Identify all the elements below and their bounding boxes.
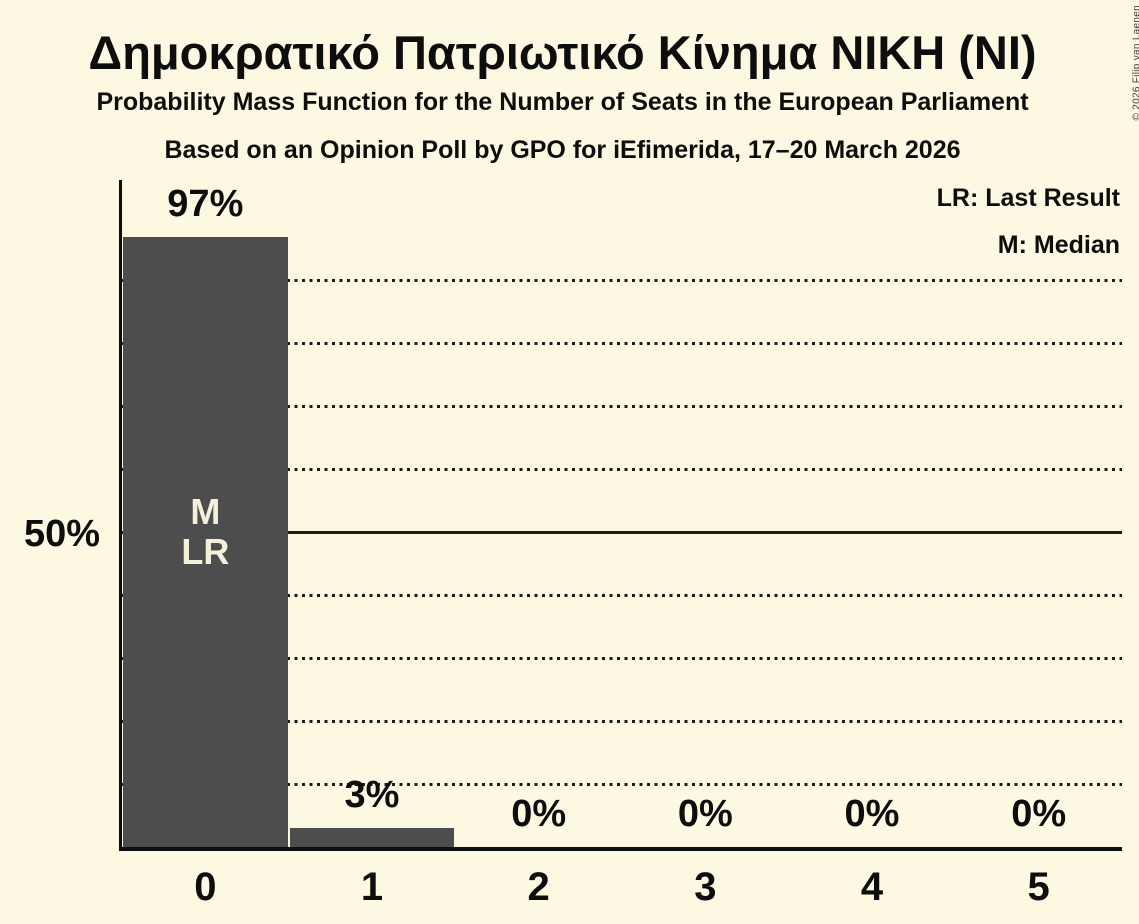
gridline-dotted-40pct <box>122 593 1122 597</box>
bar-value-label-seats-5: 0% <box>1011 793 1067 836</box>
copyright-notice: © 2026 Filip van Laenen <box>1131 5 1139 120</box>
bar-value-label-seats-2: 0% <box>511 793 567 836</box>
bar-value-label-seats-4: 0% <box>844 793 900 836</box>
gridline-solid-50pct <box>122 530 1122 534</box>
chart-subtitle: Probability Mass Function for the Number… <box>96 88 1029 116</box>
y-axis-tick-label: 50% <box>23 513 100 555</box>
chart-source-line: Based on an Opinion Poll by GPO for iEfi… <box>164 136 961 164</box>
legend-item-median: M: Median <box>997 231 1120 259</box>
gridline-dotted-70pct <box>122 405 1122 409</box>
gridline-dotted-80pct <box>122 342 1122 346</box>
bar-value-label-seats-0: 97% <box>167 182 244 225</box>
bar-value-label-seats-1: 3% <box>344 774 400 817</box>
bar-annotation-median-last-result: M LR <box>122 492 289 572</box>
gridline-dotted-10pct <box>122 782 1122 786</box>
gridline-dotted-60pct <box>122 467 1122 471</box>
chart-title: Δημοκρατικό Πατριωτικό Κίνημα ΝΙΚΗ (ΝΙ) <box>88 26 1037 79</box>
bar-annotation-line-lr: LR <box>181 531 230 573</box>
x-tick-label-1: 1 <box>360 865 384 909</box>
chart-legend: LR: Last Result M: Median <box>937 175 1120 269</box>
legend-item-last-result: LR: Last Result <box>936 184 1120 212</box>
gridline-dotted-30pct <box>122 656 1122 660</box>
gridline-dotted-20pct <box>122 719 1122 723</box>
plot-area: 97% 0 3% 1 0% 2 0% 3 0% 4 0% 5 M LR <box>119 180 1122 909</box>
x-tick-label-3: 3 <box>694 865 717 909</box>
bar-value-label-seats-3: 0% <box>677 793 733 836</box>
x-tick-label-2: 2 <box>527 865 550 909</box>
bar-annotation-line-m: M <box>190 491 221 533</box>
bar-seats-1 <box>289 828 455 847</box>
x-tick-label-5: 5 <box>1027 865 1050 909</box>
x-tick-label-0: 0 <box>194 865 217 909</box>
bar-seats-0 <box>123 236 288 847</box>
x-tick-label-4: 4 <box>860 865 884 909</box>
gridline-dotted-90pct <box>122 279 1122 283</box>
